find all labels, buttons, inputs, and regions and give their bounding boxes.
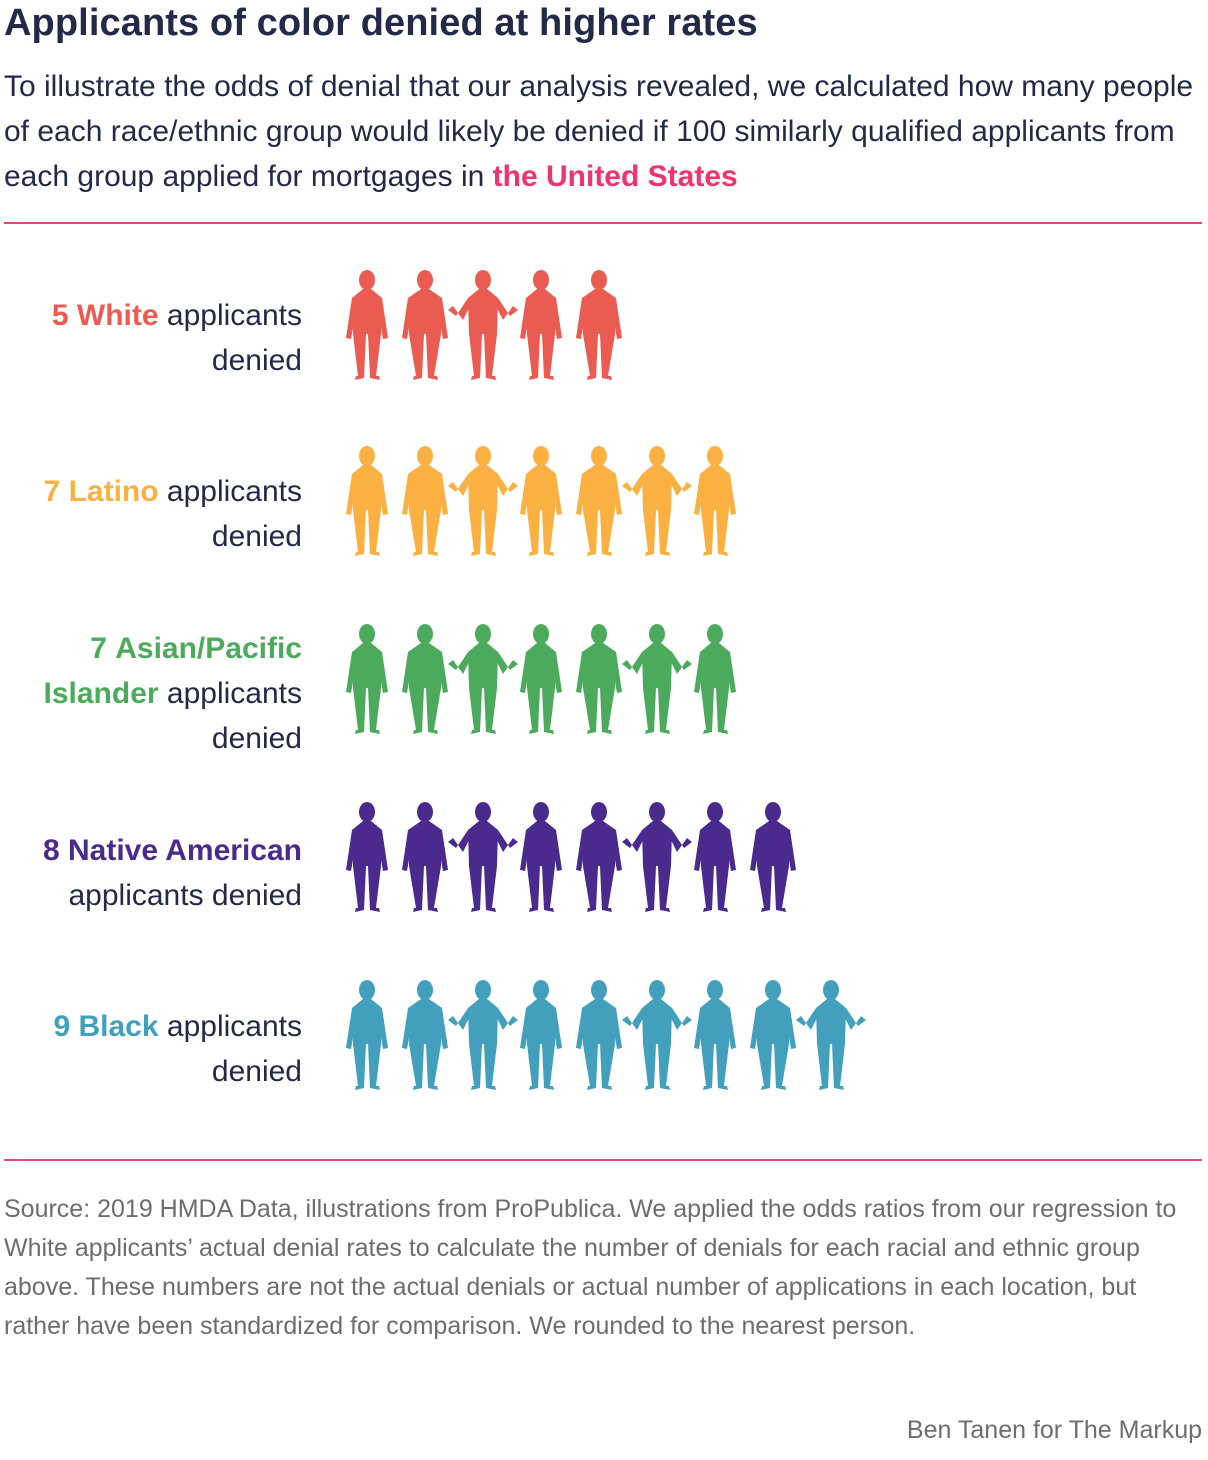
person-icon <box>576 980 622 1090</box>
row-count-asian: 7 <box>90 632 107 665</box>
person-icon <box>694 624 736 734</box>
person-icon <box>750 802 796 912</box>
row-label-black: 9 Black applicants denied <box>0 1004 302 1094</box>
person-icon <box>694 980 736 1090</box>
row-group-white: White <box>76 299 159 332</box>
people-row-latino <box>346 446 736 556</box>
row-label-asian-pacific-islander: 7 Asian/Pacific Islander applicants deni… <box>0 626 303 761</box>
person-icon <box>750 980 796 1090</box>
row-count-white: 5 <box>51 299 69 332</box>
person-icon <box>346 446 388 556</box>
person-icon <box>346 624 388 734</box>
row-suffix2-white: denied <box>211 344 302 377</box>
person-icon <box>520 980 562 1090</box>
person-icon <box>520 270 562 380</box>
person-icon <box>520 802 562 912</box>
person-icon <box>622 446 692 556</box>
person-icon <box>576 802 622 912</box>
person-icon <box>694 446 736 556</box>
person-icon <box>576 270 622 380</box>
person-icon <box>402 980 448 1090</box>
person-icon <box>622 624 692 734</box>
people-row-asian-pacific-islander <box>346 624 736 734</box>
row-label-white: 5 White applicants denied <box>0 293 302 383</box>
row-group-latino: Latino <box>68 475 159 508</box>
row-label-latino: 7 Latino applicants denied <box>0 469 302 559</box>
row-group-native: Native American <box>68 834 302 867</box>
person-icon <box>448 802 518 912</box>
people-row-white <box>346 270 622 380</box>
person-icon <box>448 980 518 1090</box>
person-icon <box>402 270 448 380</box>
top-divider <box>4 222 1202 224</box>
chart-subtitle: To illustrate the odds of denial that ou… <box>4 64 1204 199</box>
credit-line: Ben Tanen for The Markup <box>906 1416 1202 1444</box>
person-icon <box>448 624 518 734</box>
row-group-black: Black <box>78 1010 159 1043</box>
person-icon <box>622 802 692 912</box>
person-icon <box>796 980 866 1090</box>
row-group-asian-line2: Islander <box>43 677 159 710</box>
row-count-native: 8 <box>42 834 60 867</box>
person-icon <box>402 802 448 912</box>
chart-title: Applicants of color denied at higher rat… <box>4 2 758 44</box>
person-icon <box>448 270 518 380</box>
person-icon <box>622 980 692 1090</box>
person-icon <box>346 980 388 1090</box>
row-suffix2-latino: denied <box>211 520 302 553</box>
person-icon <box>576 446 622 556</box>
row-suffix1-black: applicants <box>166 1010 302 1043</box>
row-group-asian-line1: Asian/Pacific <box>115 632 302 665</box>
person-icon <box>346 802 388 912</box>
person-icon <box>402 446 448 556</box>
row-suffix2-native: applicants denied <box>68 879 302 912</box>
row-suffix1-asian: applicants <box>166 677 302 710</box>
bottom-divider <box>4 1159 1202 1161</box>
row-count-latino: 7 <box>43 475 61 508</box>
row-suffix1-white: applicants <box>166 299 302 332</box>
row-suffix2-asian: denied <box>211 722 302 755</box>
row-count-black: 9 <box>53 1010 71 1043</box>
person-icon <box>576 624 622 734</box>
person-icon <box>520 446 562 556</box>
people-row-black <box>346 980 866 1090</box>
person-icon <box>448 446 518 556</box>
row-suffix2-black: denied <box>211 1055 302 1088</box>
person-icon <box>694 802 736 912</box>
row-label-native-american: 8 Native American applicants denied <box>0 828 302 918</box>
source-note: Source: 2019 HMDA Data, illustrations fr… <box>4 1195 1177 1340</box>
people-row-native-american <box>346 802 796 912</box>
person-icon <box>520 624 562 734</box>
row-suffix1-latino: applicants <box>166 475 302 508</box>
person-icon <box>346 270 388 380</box>
subtitle-highlight: the United States <box>492 160 738 193</box>
person-icon <box>402 624 448 734</box>
subtitle-text: To illustrate the odds of denial that ou… <box>4 70 1194 193</box>
